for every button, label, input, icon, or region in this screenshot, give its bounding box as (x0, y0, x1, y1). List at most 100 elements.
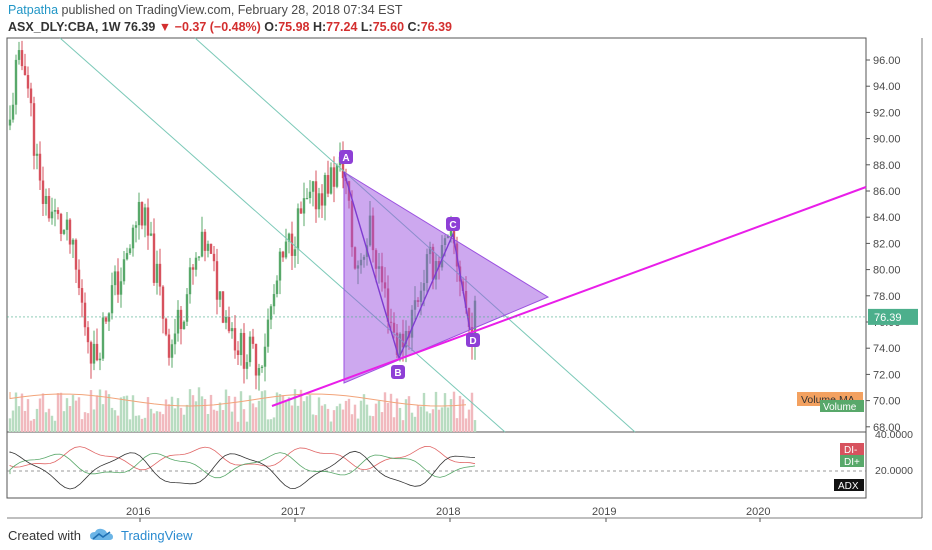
volume-bar (26, 399, 30, 432)
candle-body (242, 332, 246, 369)
volume-bar (56, 393, 60, 432)
candle-body (170, 344, 174, 358)
volume-bar (59, 392, 63, 432)
volume-bar (347, 398, 351, 432)
candle-body (65, 219, 69, 230)
volume-bar (437, 409, 441, 432)
cloud-icon (89, 528, 113, 540)
candle-body (221, 291, 225, 323)
volume-bar (467, 409, 471, 432)
candle-body (119, 281, 123, 295)
candle-body (89, 342, 93, 364)
volume-bar (251, 403, 255, 432)
volume-bar (431, 409, 435, 432)
pattern-point-label: D (469, 336, 476, 347)
volume-bar (443, 393, 447, 432)
candle-body (167, 334, 171, 358)
candle-body (125, 253, 129, 260)
volume-bar (317, 397, 321, 432)
candle-body (59, 213, 63, 234)
candle-body (248, 336, 252, 363)
volume-bar (209, 394, 213, 432)
candle-body (191, 267, 195, 270)
volume-bar (338, 403, 342, 432)
symbol-name[interactable]: ASX_DLY:CBA, 1W (8, 20, 121, 34)
symbol-line: ASX_DLY:CBA, 1W 76.39 ▼ −0.37 (−0.48%) O… (8, 20, 452, 34)
x-tick-label: 2020 (746, 506, 770, 518)
candle-body (212, 253, 216, 262)
candle-body (320, 193, 324, 206)
candle-body (275, 280, 279, 295)
volume-bar (260, 391, 264, 432)
volume-bar (257, 400, 261, 432)
volume-bar (374, 403, 378, 432)
candle-body (197, 256, 201, 258)
volume-bar (185, 404, 189, 432)
candle-body (155, 263, 159, 283)
volume-bar (11, 410, 15, 432)
volume-bar (62, 411, 66, 432)
volume-bar (269, 419, 273, 432)
volume-bar (179, 407, 183, 432)
candle-body (44, 196, 48, 204)
candle-body (245, 362, 249, 369)
candle-body (284, 241, 288, 258)
open-value: 75.98 (278, 20, 310, 34)
candle-body (74, 239, 78, 270)
volume-bar (422, 392, 426, 432)
candle-body (269, 306, 273, 320)
volume-bar (29, 420, 33, 432)
volume-bar (53, 420, 57, 432)
volume-bar (170, 396, 174, 432)
author-link[interactable]: Patpatha (8, 3, 59, 17)
candle-body (86, 327, 90, 343)
volume-bar (248, 395, 252, 432)
candle-body (200, 231, 204, 257)
volume-bar (275, 392, 279, 432)
volume-bar (332, 410, 336, 432)
brand-name: TradingView (120, 527, 193, 543)
channel-line-lower (59, 37, 506, 433)
di-plus-line (9, 452, 476, 479)
candle-body (38, 153, 42, 181)
volume-bar (458, 395, 462, 432)
candle-body (161, 286, 165, 319)
candle-body (128, 248, 132, 254)
volume-bar (140, 418, 144, 432)
volume-bar (386, 402, 390, 432)
volume-bar (227, 395, 231, 432)
y-tick-label: 78.00 (873, 291, 901, 303)
volume-bar (8, 418, 12, 432)
volume-bar (392, 417, 396, 432)
volume-bar (284, 401, 288, 432)
y-tick-label: 84.00 (873, 212, 901, 224)
volume-bar (329, 421, 333, 432)
support-trendline (271, 186, 867, 407)
abcd-pattern-line (343, 171, 471, 361)
indicator-label: DI- (844, 445, 857, 456)
volume-bar (50, 415, 54, 432)
candle-body (143, 207, 147, 226)
candle-body (272, 294, 276, 307)
volume-bar (440, 407, 444, 432)
volume-bar (221, 410, 225, 432)
tradingview-logo[interactable]: TradingView (89, 528, 193, 543)
candle-body (296, 208, 300, 250)
volume-bar (239, 391, 243, 432)
volume-bar (233, 396, 237, 432)
candle-body (29, 88, 33, 104)
volume-bar (128, 419, 132, 432)
volume-group (8, 387, 477, 432)
candle-body (80, 288, 84, 303)
candle-body (302, 198, 306, 214)
last-price: 76.39 (124, 20, 156, 34)
volume-bar (266, 419, 270, 432)
candle-body (182, 321, 186, 330)
candle-body (113, 271, 117, 286)
y-tick-label: 86.00 (873, 186, 901, 198)
volume-bar (41, 393, 45, 432)
pattern-point-badge (339, 150, 353, 164)
volume-bar (455, 418, 459, 432)
candle-body (326, 175, 330, 194)
